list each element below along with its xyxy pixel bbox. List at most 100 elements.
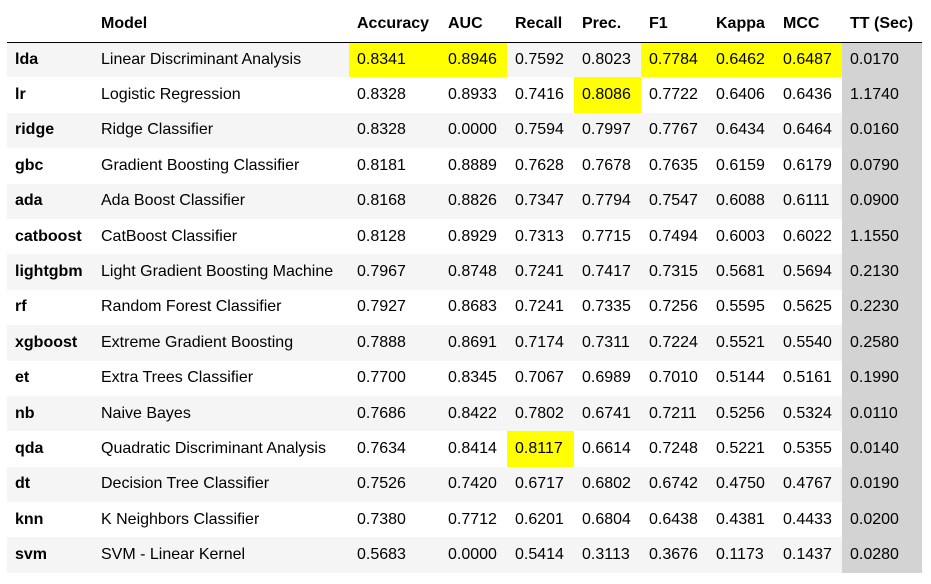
metric-cell-tt-sec: 0.2230 bbox=[842, 289, 922, 326]
row-index: catboost bbox=[15, 227, 82, 245]
metric-cell-auc: 0.7420 bbox=[448, 475, 497, 493]
metric-cell-f1: 0.7635 bbox=[649, 156, 698, 174]
row-index: et bbox=[15, 369, 30, 387]
metric-cell-auc: 0.8422 bbox=[448, 404, 497, 422]
metric-cell-f1: 0.3676 bbox=[649, 546, 698, 564]
metric-cell-accuracy: 0.7686 bbox=[357, 404, 406, 422]
metric-cell-kappa: 0.6003 bbox=[716, 227, 765, 245]
metric-cell-tt-sec: 0.2580 bbox=[842, 325, 922, 361]
metric-cell-auc: 0.8933 bbox=[448, 86, 497, 104]
row-index: ada bbox=[15, 192, 43, 210]
column-header-kappa: Kappa bbox=[708, 6, 775, 43]
metric-cell-tt-sec: 0.0170 bbox=[842, 42, 922, 78]
column-header-index bbox=[7, 6, 93, 43]
metric-cell-auc: 0.0000 bbox=[448, 546, 497, 564]
metric-cell-accuracy: 0.8128 bbox=[357, 227, 406, 245]
row-index: nb bbox=[15, 404, 35, 422]
metric-cell-accuracy: 0.7967 bbox=[357, 263, 406, 281]
metric-cell-kappa: 0.5521 bbox=[716, 333, 765, 351]
metric-cell-precision: 0.7335 bbox=[582, 298, 631, 316]
column-header-precision: Prec. bbox=[574, 6, 641, 43]
metric-cell-precision: 0.7678 bbox=[582, 156, 631, 174]
table-row: svm SVM - Linear Kernel 0.5683 0.0000 0.5414… bbox=[7, 537, 922, 573]
table-body: lda Linear Discriminant Analysis 0.8341 0.8… bbox=[7, 42, 922, 573]
metric-cell-mcc: 0.6111 bbox=[783, 192, 830, 210]
metric-cell-auc: 0.8748 bbox=[448, 263, 497, 281]
column-header-accuracy: Accuracy bbox=[349, 6, 440, 43]
row-index: lda bbox=[15, 50, 39, 68]
metric-cell-tt-sec: 1.1550 bbox=[842, 218, 922, 255]
metric-cell-accuracy: 0.7526 bbox=[357, 475, 406, 493]
table-row: ridge Ridge Classifier 0.8328 0.0000 0.7594 0… bbox=[7, 112, 922, 149]
metric-cell-mcc: 0.5625 bbox=[783, 298, 832, 316]
metric-cell-tt-sec: 0.0110 bbox=[842, 395, 922, 432]
metric-cell-recall: 0.7241 bbox=[515, 298, 564, 316]
metric-cell-mcc: 0.5540 bbox=[783, 333, 832, 351]
metric-cell-mcc: 0.5694 bbox=[783, 263, 832, 281]
metric-cell-f1: 0.7722 bbox=[649, 86, 698, 104]
metric-cell-kappa: 0.4381 bbox=[716, 510, 765, 528]
row-index: rf bbox=[15, 298, 27, 316]
model-name-cell: Logistic Regression bbox=[101, 86, 241, 104]
metric-cell-f1: 0.7315 bbox=[649, 263, 698, 281]
model-comparison-table: Model Accuracy AUC Recall Prec. F1 Kappa MCC TT … bbox=[7, 6, 922, 573]
metric-cell-auc: 0.8683 bbox=[448, 298, 497, 316]
metric-cell-mcc: 0.4767 bbox=[783, 475, 832, 493]
metric-cell-tt-sec: 0.0280 bbox=[842, 537, 922, 573]
metric-cell-tt-sec: 0.1990 bbox=[842, 360, 922, 396]
row-index: qda bbox=[15, 439, 44, 457]
row-index: lightgbm bbox=[15, 263, 83, 281]
metric-cell-recall: 0.7067 bbox=[515, 369, 564, 387]
metric-cell-precision: 0.7997 bbox=[582, 121, 631, 139]
row-index: gbc bbox=[15, 156, 44, 174]
table-row: et Extra Trees Classifier 0.7700 0.8345 0.70… bbox=[7, 360, 922, 396]
metric-cell-auc: 0.7712 bbox=[448, 510, 497, 528]
metric-cell-auc: 0.8946 bbox=[440, 42, 507, 78]
metric-cell-precision: 0.6802 bbox=[582, 475, 631, 493]
model-name-cell: Ridge Classifier bbox=[101, 121, 214, 139]
metric-cell-kappa: 0.5595 bbox=[716, 298, 765, 316]
metric-cell-auc: 0.8414 bbox=[448, 439, 497, 457]
metric-cell-tt-sec: 0.0190 bbox=[842, 466, 922, 503]
metric-cell-precision: 0.3113 bbox=[582, 546, 630, 564]
metric-cell-kappa: 0.6462 bbox=[708, 42, 775, 78]
metric-cell-recall: 0.7592 bbox=[515, 50, 564, 68]
metric-cell-f1: 0.7767 bbox=[649, 121, 698, 139]
column-header-mcc: MCC bbox=[775, 6, 842, 43]
metric-cell-mcc: 0.6487 bbox=[775, 42, 842, 78]
metric-cell-f1: 0.7784 bbox=[641, 42, 708, 78]
table-row: nb Naive Bayes 0.7686 0.8422 0.7802 0.6741 0.7… bbox=[7, 395, 922, 432]
metric-cell-accuracy: 0.8328 bbox=[357, 121, 406, 139]
metric-cell-auc: 0.8889 bbox=[448, 156, 497, 174]
model-name-cell: Extreme Gradient Boosting bbox=[101, 333, 294, 351]
metric-cell-auc: 0.0000 bbox=[448, 121, 497, 139]
table-row: catboost CatBoost Classifier 0.8128 0.8929 0… bbox=[7, 218, 922, 255]
metric-cell-kappa: 0.6088 bbox=[716, 192, 765, 210]
row-index: knn bbox=[15, 510, 44, 528]
metric-cell-mcc: 0.6464 bbox=[783, 121, 832, 139]
metric-cell-accuracy: 0.8168 bbox=[357, 192, 406, 210]
metric-cell-recall: 0.7174 bbox=[515, 333, 564, 351]
column-header-auc: AUC bbox=[440, 6, 507, 43]
table-row: lr Logistic Regression 0.8328 0.8933 0.7416 0… bbox=[7, 77, 922, 113]
model-name-cell: Linear Discriminant Analysis bbox=[101, 50, 302, 68]
table-row: qda Quadratic Discriminant Analysis 0.7634… bbox=[7, 431, 922, 467]
metric-cell-recall: 0.5414 bbox=[515, 546, 564, 564]
metric-cell-precision: 0.7311 bbox=[582, 333, 630, 351]
model-name-cell: Ada Boost Classifier bbox=[101, 192, 246, 210]
metric-cell-f1: 0.7547 bbox=[649, 192, 698, 210]
table-row: dt Decision Tree Classifier 0.7526 0.7420 0.… bbox=[7, 466, 922, 503]
metric-cell-kappa: 0.5681 bbox=[716, 263, 765, 281]
metric-cell-kappa: 0.4750 bbox=[716, 475, 765, 493]
metric-cell-recall: 0.7594 bbox=[515, 121, 564, 139]
metric-cell-precision: 0.8023 bbox=[582, 50, 631, 68]
metric-cell-auc: 0.8929 bbox=[448, 227, 497, 245]
metric-cell-kappa: 0.6434 bbox=[716, 121, 765, 139]
metric-cell-mcc: 0.6022 bbox=[783, 227, 832, 245]
model-name-cell: Decision Tree Classifier bbox=[101, 475, 270, 493]
metric-cell-recall: 0.8117 bbox=[507, 431, 574, 467]
metric-cell-f1: 0.7494 bbox=[649, 227, 698, 245]
metric-cell-recall: 0.6201 bbox=[515, 510, 564, 528]
metric-cell-recall: 0.7628 bbox=[515, 156, 564, 174]
table-row: lda Linear Discriminant Analysis 0.8341 0.8… bbox=[7, 42, 922, 78]
